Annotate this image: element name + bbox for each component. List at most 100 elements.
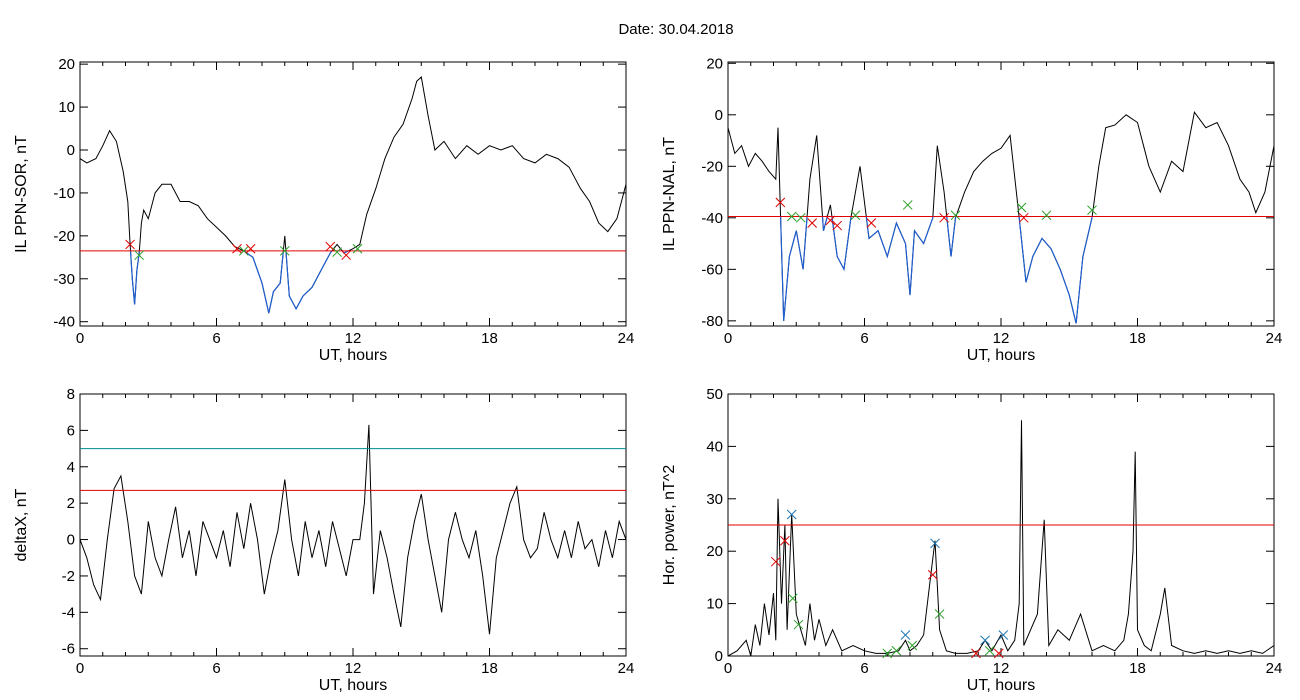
cross-marker [971,648,981,659]
x-tick-label: 0 [76,330,84,347]
x-tick-label: 18 [1129,330,1146,347]
series-line-below-threshold [129,250,350,314]
y-axis-label: IL PPN-SOR, nT [13,135,30,253]
y-axis-label: Hor. power, nT^2 [661,465,678,586]
y-tick-label: 2 [67,495,75,512]
x-tick-label: 0 [724,660,732,677]
below-threshold-group [129,250,350,314]
series-line [728,110,1274,324]
cross-marker-stroke [993,648,1004,659]
cross-marker [1016,202,1027,213]
x-tick-label: 6 [860,330,868,347]
cross-marker [770,556,781,567]
cross-marker-stroke [238,246,249,256]
cross-marker [775,197,786,208]
series-line [80,76,626,314]
cross-marker [984,645,995,656]
cross-marker-stroke [332,247,342,258]
cross-marker-stroke [780,535,790,546]
x-tick-label: 12 [345,330,362,347]
cross-marker [934,609,945,619]
cross-marker-stroke [907,640,918,651]
cross-marker [927,569,938,580]
y-tick-label: -30 [53,271,75,288]
cross-marker-stroke [866,218,877,228]
y-tick-label: 8 [67,386,75,403]
cross-marker-stroke [850,210,861,221]
x-tick-label: 18 [1129,660,1146,677]
cross-marker-stroke [807,218,818,228]
cross-marker-stroke [232,243,242,254]
series-line [80,424,626,635]
cross-marker [891,645,902,656]
y-tick-label: -20 [53,228,75,245]
figure-title: Date: 30.04.2018 [618,21,733,38]
cross-marker-stroke [998,630,1009,640]
cross-marker-stroke [882,648,893,659]
y-tick-label: -40 [701,210,723,227]
cross-marker [950,210,961,221]
x-tick-label: 24 [618,660,635,677]
cross-marker-stroke [134,250,145,261]
cross-marker [341,250,352,261]
series-line-below-threshold [779,216,1093,324]
cross-marker-stroke [832,220,843,231]
cross-marker [902,200,913,210]
cross-marker [325,241,336,252]
cross-marker [125,239,135,250]
plot-area [728,420,1274,656]
cross-marker [930,538,940,549]
cross-marker [232,243,242,254]
y-tick-label: 0 [715,648,723,665]
y-tick-label: 50 [706,386,723,403]
y-tick-label: 0 [67,142,75,159]
cross-marker-stroke [891,645,902,656]
cross-marker-stroke [902,200,913,210]
cross-marker-stroke [984,645,995,656]
cross-marker [245,243,256,254]
plot-area [728,110,1274,324]
cross-marker [907,640,918,651]
y-tick-label: -6 [62,641,75,658]
x-axis-label: UT, hours [319,677,387,694]
y-tick-label: -20 [701,158,723,175]
cross-marker [832,220,843,231]
panel-top-left: 0 6 12 18 24 -40 -30 -20 -10 0 10 20 UT, hours IL PPN… [13,56,634,364]
y-tick-label: 20 [706,543,723,560]
y-tick-label: 6 [67,422,75,439]
x-tick-label: 0 [76,660,84,677]
cross-marker [882,648,893,659]
x-tick-label: 12 [993,660,1010,677]
y-tick-label: -40 [53,314,75,331]
cross-marker [795,212,806,223]
plot-frame [79,61,627,327]
cross-marker [939,212,949,223]
cross-marker-stroke [1016,202,1027,213]
cross-marker-stroke [125,239,135,250]
cross-marker [807,218,818,228]
cross-marker [780,535,790,546]
y-tick-label: 20 [58,56,75,73]
cross-marker-stroke [787,593,798,604]
cross-marker-stroke [775,197,786,208]
cross-marker-stroke [770,556,781,567]
plot-area [80,76,626,314]
y-tick-label: 40 [706,438,723,455]
cross-marker [993,648,1004,659]
cross-marker-stroke [352,243,363,254]
y-tick-label: -10 [53,185,75,202]
x-axis-label: UT, hours [319,347,387,364]
x-tick-label: 24 [1266,330,1283,347]
cross-marker [980,635,990,646]
y-tick-label: 10 [706,596,723,613]
cross-marker-stroke [930,538,940,549]
y-tick-label: -4 [62,604,75,621]
cross-marker-stroke [795,212,806,223]
y-tick-label: 20 [706,55,723,72]
y-axis-label: IL PPN-NAL, nT [661,137,678,251]
x-tick-label: 24 [618,330,635,347]
below-threshold-group [779,216,1093,324]
x-tick-label: 6 [860,660,868,677]
